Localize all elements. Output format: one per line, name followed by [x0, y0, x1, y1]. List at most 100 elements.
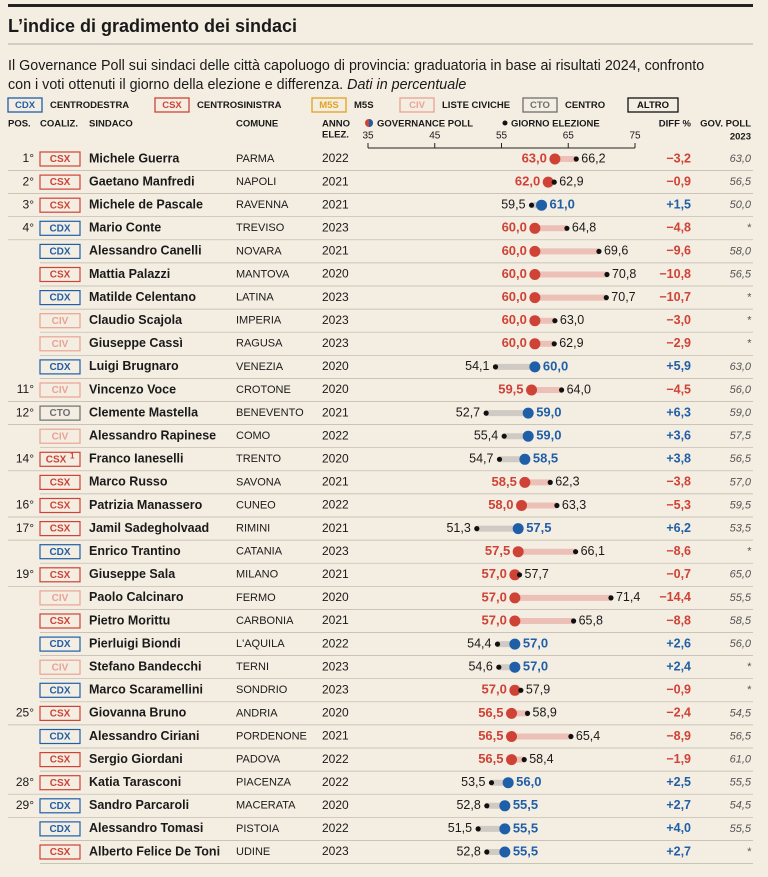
governance-poll-dot	[499, 823, 511, 835]
coalition-code: CSX	[50, 709, 71, 720]
gov-poll-2023: 65,0	[730, 569, 752, 581]
legend-label: M5S	[354, 100, 374, 111]
governance-poll-dot	[509, 661, 521, 673]
legend: CDX CENTRODESTRA CSX CENTROSINISTRA M5S M5S CI…	[7, 97, 679, 113]
gov-poll-2023: 59,0	[730, 407, 752, 419]
position: 17°	[16, 521, 34, 535]
header-anno: ANNO	[322, 119, 350, 130]
election-dot	[564, 225, 570, 231]
election-year: 2021	[322, 521, 349, 535]
coalition-code: CDX	[49, 801, 70, 812]
comune: ANDRIA	[236, 707, 278, 719]
election-year: 2023	[322, 220, 349, 234]
mayor-name: Stefano Bandecchi	[89, 659, 202, 673]
election-value: 53,5	[461, 775, 485, 789]
coalition-code: CSX	[50, 755, 71, 766]
legend-badge	[7, 97, 43, 113]
legend-label: CENTRO	[565, 100, 605, 111]
legend-label: LISTE CIVICHE	[442, 100, 510, 111]
governance-poll-value: 57,5	[485, 543, 510, 558]
difference: −3,2	[666, 151, 691, 165]
governance-poll-value: 60,0	[502, 243, 527, 258]
election-year: 2021	[322, 613, 349, 627]
gov-poll-2023: 58,5	[730, 615, 752, 627]
governance-poll-value: 63,0	[522, 150, 547, 165]
header-name: SINDACO	[89, 119, 133, 130]
position: 11°	[17, 382, 34, 396]
coalition-code: CIV	[52, 385, 69, 396]
gov-poll-2023: 56,5	[730, 453, 752, 465]
election-year: 2023	[322, 844, 349, 858]
election-value: 54,1	[465, 359, 489, 373]
coalition-code: CSX	[50, 524, 71, 535]
position: 2°	[23, 174, 35, 188]
legend-code: ALTRO	[637, 100, 669, 111]
election-year: 2020	[322, 706, 349, 720]
election-year: 2021	[322, 729, 349, 743]
coalition-code: CDX	[49, 639, 70, 650]
legend-badge	[311, 97, 347, 113]
coalition-code: CSX	[50, 154, 71, 165]
governance-poll-dot	[499, 846, 511, 858]
governance-poll-value: 60,0	[502, 289, 527, 304]
election-value: 59,5	[501, 197, 525, 211]
mayor-name: Patrizia Manassero	[89, 498, 203, 512]
governance-poll-value: 56,5	[478, 751, 503, 766]
comune: CARBONIA	[236, 615, 294, 627]
difference: −0,9	[666, 683, 691, 697]
coalition-code: CDX	[49, 223, 70, 234]
difference: −3,0	[666, 313, 691, 327]
election-value: 70,8	[612, 267, 636, 281]
header-gp23: GOV. POLL	[700, 119, 751, 130]
coalition-code: CSX	[46, 454, 67, 465]
coalition-badge	[39, 567, 81, 583]
governance-poll-value: 59,5	[498, 381, 523, 396]
mayor-name: Michele Guerra	[89, 151, 180, 165]
election-value: 57,9	[526, 683, 550, 697]
mayor-name: Marco Scaramellini	[89, 683, 203, 697]
election-value: 63,3	[562, 498, 586, 512]
election-dot	[551, 341, 557, 347]
difference: −0,7	[666, 567, 691, 581]
coalition-badge	[39, 613, 81, 629]
coalition-badge	[39, 451, 81, 467]
election-dot	[596, 248, 602, 254]
mayor-name: Katia Tarasconi	[89, 775, 181, 789]
comune: L'AQUILA	[236, 638, 285, 650]
comune: TERNI	[236, 661, 269, 673]
election-year: 2022	[322, 775, 349, 789]
coalition-badge	[39, 844, 81, 860]
governance-poll-dot	[502, 777, 514, 789]
governance-poll-dot	[499, 800, 511, 812]
difference: +3,6	[666, 428, 691, 442]
coalition-code: CIV	[52, 431, 69, 442]
coalition-code: CDX	[49, 362, 70, 373]
position: 4°	[23, 220, 35, 234]
legend-code: M5S	[319, 100, 339, 111]
mayor-name: Giuseppe Sala	[89, 567, 176, 581]
coalition-code: CIV	[52, 593, 69, 604]
subtitle: con i voti ottenuti il giorno della elez…	[8, 77, 343, 93]
mayor-name: Claudio Scajola	[89, 313, 183, 327]
election-value: 58,9	[533, 706, 557, 720]
coalition-badge	[39, 705, 81, 722]
gov-poll-2023: 54,5	[730, 707, 752, 719]
mayor-name: Sandro Parcaroli	[89, 798, 189, 812]
governance-poll-value: 57,0	[482, 612, 507, 627]
election-value: 55,4	[474, 428, 498, 442]
legend-el-dot	[502, 120, 508, 126]
governance-poll-dot	[509, 569, 521, 581]
mayor-name: Giovanna Bruno	[89, 706, 187, 720]
difference: −4,8	[666, 221, 691, 235]
gov-poll-2023: 59,5	[730, 499, 752, 511]
difference: +6,3	[666, 405, 691, 419]
mayor-name: Pietro Morittu	[89, 613, 170, 627]
governance-poll-dot	[506, 707, 518, 719]
mayor-name: Franco Ianeselli	[89, 452, 183, 466]
gov-poll-2023: 57,0	[730, 476, 752, 488]
comune: PADOVA	[236, 754, 281, 766]
election-dot	[554, 502, 560, 509]
comune: RIMINI	[236, 523, 270, 535]
header-diff: DIFF %	[659, 119, 692, 130]
